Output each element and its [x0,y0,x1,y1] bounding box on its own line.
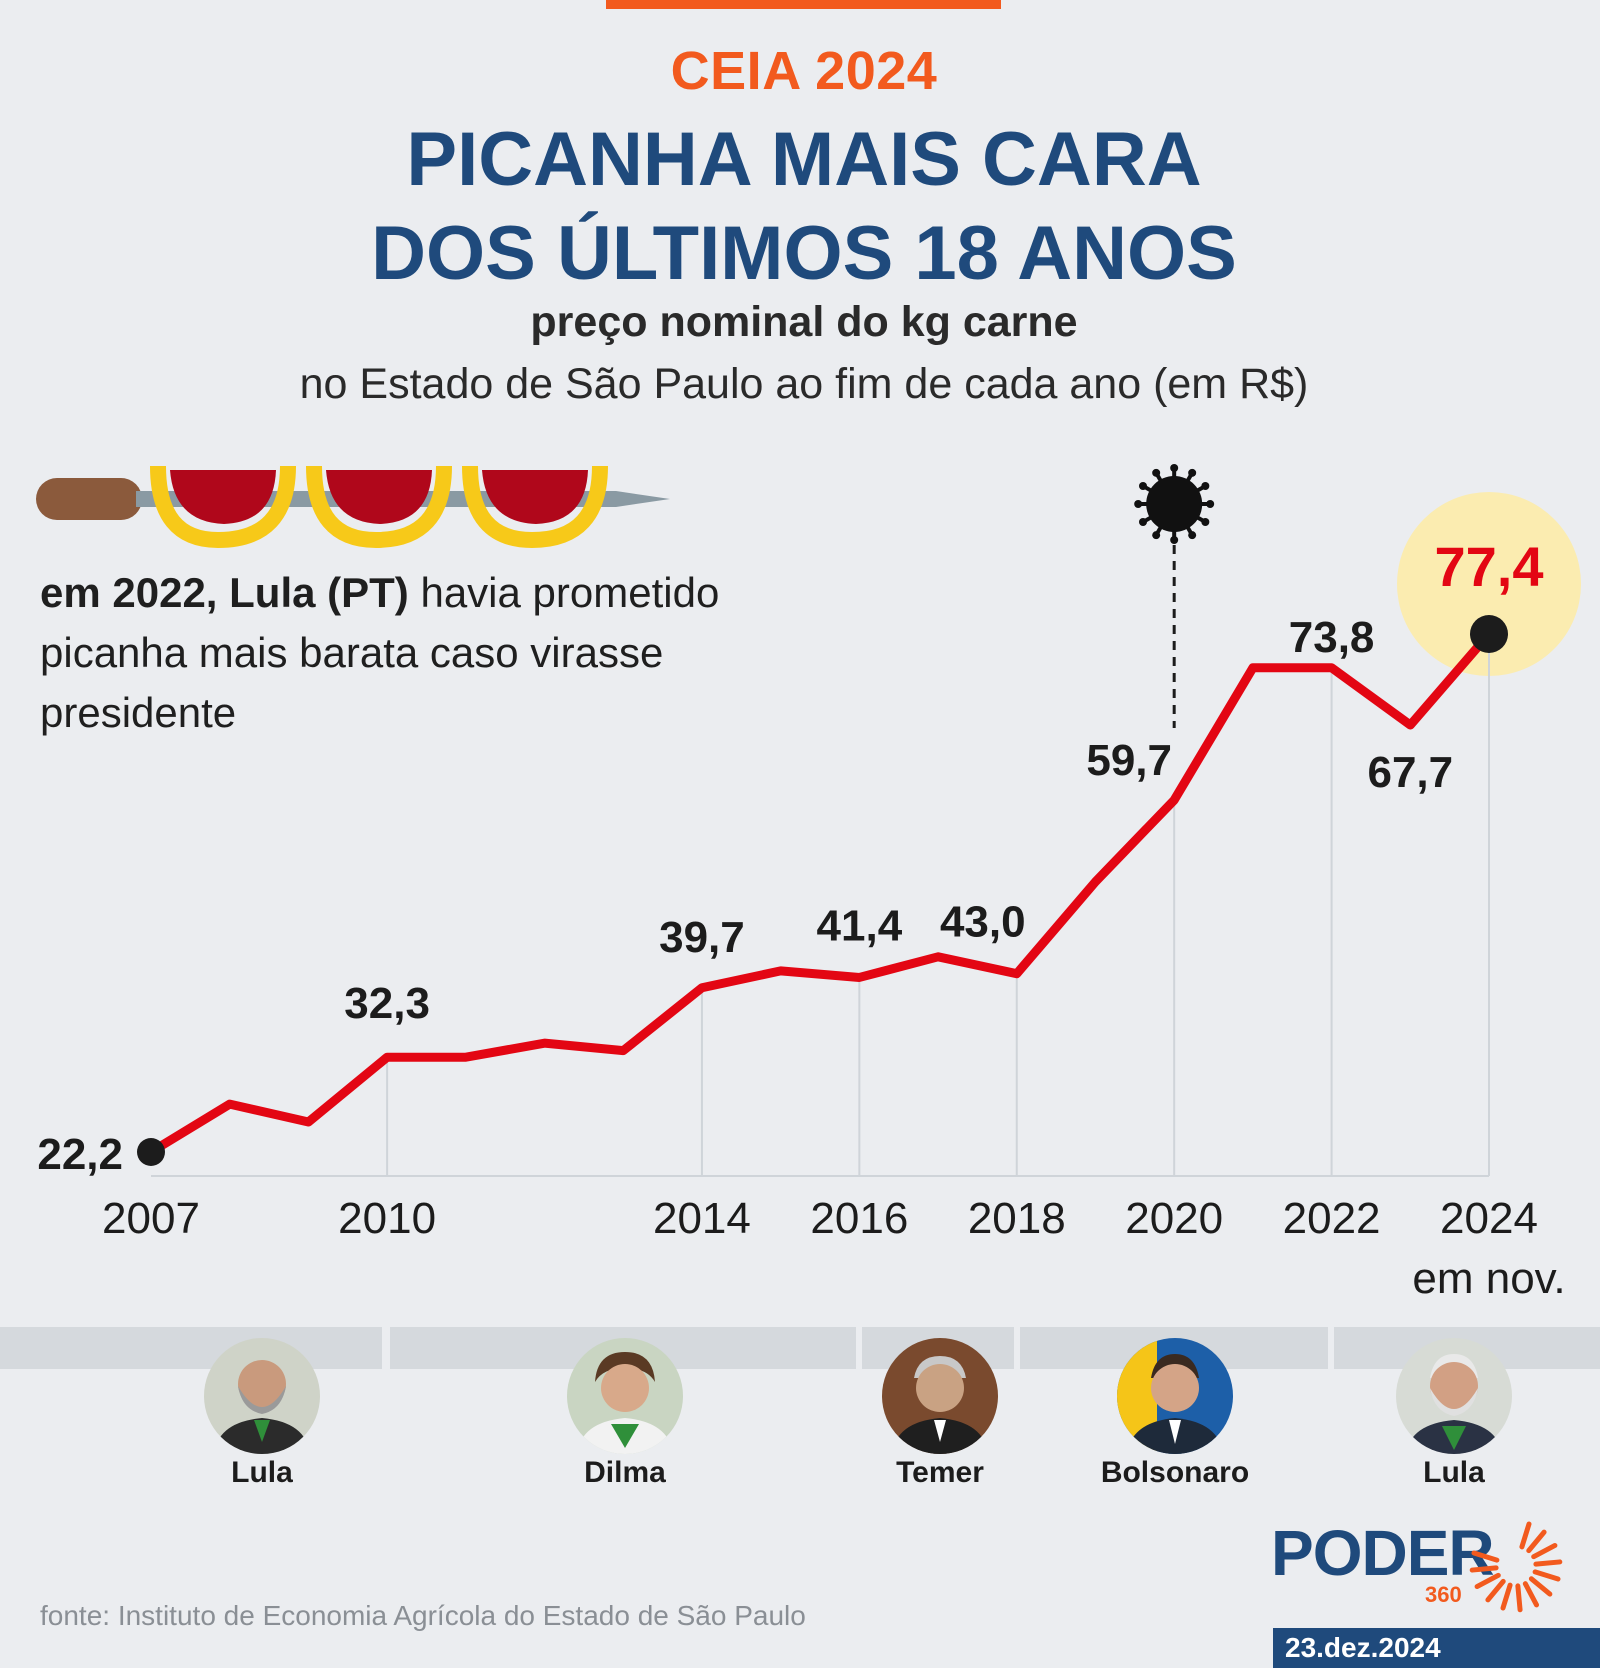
data-label-2016: 41,4 [817,901,903,950]
data-label-2014: 39,7 [659,913,745,962]
source-note: fonte: Instituto de Economia Agrícola do… [40,1600,806,1631]
x-tick-label-2007: 2007 [102,1194,200,1243]
sunburst-ray [1522,1581,1540,1608]
annotation-note: em 2022, Lula (PT) havia prometido pican… [40,563,740,743]
point-marker-2024 [1470,615,1508,653]
note-text: havia prometido picanha mais barata caso… [40,569,720,736]
avatar-lula-1 [204,1338,320,1454]
sunburst-ray [1533,1559,1563,1567]
x-tick-label-2010: 2010 [338,1194,436,1243]
sunburst-ray [1485,1578,1506,1603]
x-tick-label-2014: 2014 [653,1194,751,1243]
chart-subtitle-detail: no Estado de São Paulo ao fim de cada an… [299,360,1309,408]
x-tick-label-2020: 2020 [1125,1194,1223,1243]
chart-subtitle: preço nominal do kg carne [530,298,1078,346]
x-tick-label-2024: 2024 [1440,1194,1538,1243]
x-tick-label-2022: 2022 [1283,1194,1381,1243]
poder360-logo: PODER [1271,1517,1495,1589]
data-label-2024: 77,4 [1435,535,1544,598]
avatar-temer [882,1338,998,1454]
sunburst-ray [1531,1542,1558,1560]
data-label-2022: 73,8 [1289,613,1375,662]
sunburst-ray [1471,1550,1500,1563]
data-label-2023: 67,7 [1367,748,1453,797]
sunburst-ray [1528,1576,1553,1597]
sunburst-ray [1500,1582,1513,1611]
sunburst-logo-icon [1469,1521,1563,1613]
president-name-lula-1: Lula [231,1456,293,1489]
price-line-chart: 22,2 32,3 39,7 41,4 43,0 59,7 73,8 67,7 77,4 2007… [37,464,1581,1300]
president-name-lula-2: Lula [1423,1456,1485,1489]
x-tick-label-2016: 2016 [810,1194,908,1243]
publication-date: 23.dez.2024 [1273,1628,1600,1668]
picanha-skewer-icon [36,465,670,549]
headline-line-1: PICANHA MAIS CARA [406,117,1202,202]
avatar-bolsonaro [1117,1338,1233,1454]
president-name-dilma: Dilma [584,1456,666,1489]
president-strip-lula-1 [0,1327,382,1369]
kicker: CEIA 2024 [670,41,938,101]
data-label-2018: 43,0 [940,898,1026,947]
note-bold: em 2022, Lula (PT) [40,569,409,616]
poder360-logo-number: 360 [1425,1582,1462,1607]
data-line-series [146,629,1494,1157]
sunburst-ray [1532,1569,1561,1582]
president-name-temer: Temer [896,1456,984,1489]
sunburst-ray [1474,1572,1501,1590]
x-tick-label-2018: 2018 [968,1194,1066,1243]
data-label-2007: 22,2 [37,1130,123,1179]
avatar-dilma [567,1338,683,1454]
data-label-2020: 59,7 [1086,736,1172,785]
sunburst-ray [1469,1565,1499,1573]
president-name-bolsonaro: Bolsonaro [1100,1456,1250,1489]
sunburst-ray [1526,1529,1547,1554]
top-accent-bar [606,0,1001,9]
sunburst-ray [1515,1583,1523,1613]
virus-icon [1134,464,1215,544]
highlight-circle [1397,492,1581,676]
x-tick-note: em nov. [1412,1254,1565,1300]
point-marker-2007 [137,1138,165,1166]
sunburst-ray [1519,1521,1532,1550]
headline-line-2: DOS ÚLTIMOS 18 ANOS [371,211,1237,296]
data-label-2010: 32,3 [344,979,430,1028]
avatar-lula-2 [1396,1338,1512,1454]
